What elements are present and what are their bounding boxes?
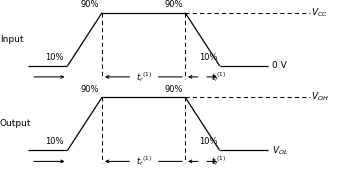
- Text: $t_f$$^{(1)}$: $t_f$$^{(1)}$: [211, 154, 227, 168]
- Text: $V_{CC}$: $V_{CC}$: [311, 6, 328, 19]
- Text: $V_{OL}$: $V_{OL}$: [272, 144, 288, 157]
- Text: $t_r$$^{(1)}$: $t_r$$^{(1)}$: [136, 70, 152, 84]
- Text: 90%: 90%: [165, 85, 183, 94]
- Text: $V_{OH}$: $V_{OH}$: [311, 91, 329, 103]
- Text: 90%: 90%: [80, 0, 99, 9]
- Text: $t_f$$^{(1)}$: $t_f$$^{(1)}$: [211, 70, 227, 84]
- Text: Output: Output: [0, 119, 31, 128]
- Text: 90%: 90%: [80, 85, 99, 94]
- Text: 10%: 10%: [200, 53, 218, 62]
- Text: 90%: 90%: [165, 0, 183, 9]
- Text: 10%: 10%: [46, 137, 64, 146]
- Text: Input: Input: [0, 35, 24, 44]
- Text: 0 V: 0 V: [272, 61, 286, 70]
- Text: 10%: 10%: [200, 137, 218, 146]
- Text: $t_r$$^{(1)}$: $t_r$$^{(1)}$: [136, 154, 152, 168]
- Text: 10%: 10%: [46, 53, 64, 62]
